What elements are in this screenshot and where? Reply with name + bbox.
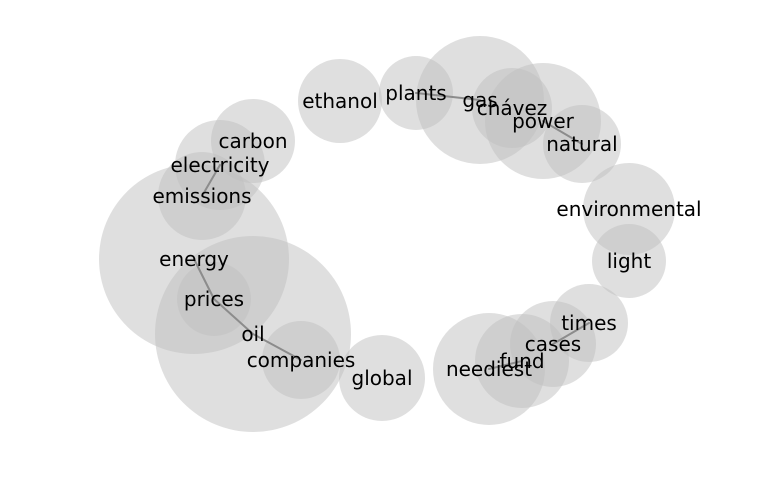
link-cases-times xyxy=(552,322,590,345)
link-prices-oil xyxy=(213,298,254,335)
label-ethanol: ethanol xyxy=(302,89,378,113)
label-power: power xyxy=(512,109,575,133)
link-energy-prices xyxy=(193,258,215,300)
label-environmental: environmental xyxy=(556,197,701,221)
label-light: light xyxy=(607,249,651,273)
label-plants: plants xyxy=(385,81,446,105)
bubble-environmental xyxy=(583,163,675,255)
label-fund: fund xyxy=(499,349,544,373)
label-carbon: carbon xyxy=(218,129,287,153)
links-layer xyxy=(193,92,590,370)
label-gas: gas xyxy=(462,88,497,112)
label-global: global xyxy=(352,366,413,390)
link-oil-companies xyxy=(252,333,302,361)
link-fund-neediest xyxy=(488,360,523,370)
label-energy: energy xyxy=(159,247,229,271)
label-prices: prices xyxy=(184,287,244,311)
link-electricity-emissions xyxy=(201,164,221,197)
bubble-carbon xyxy=(211,99,295,183)
bubble-global xyxy=(339,335,425,421)
bubble-light xyxy=(592,224,666,298)
label-natural: natural xyxy=(546,132,617,156)
label-electricity: electricity xyxy=(170,153,269,177)
label-neediest: neediest xyxy=(446,357,532,381)
label-oil: oil xyxy=(241,322,264,346)
label-times: times xyxy=(561,311,617,335)
bubble-ethanol xyxy=(298,59,382,143)
label-emissions: emissions xyxy=(152,184,251,208)
link-power-natural xyxy=(542,120,583,145)
link-plants-gas xyxy=(415,92,481,101)
label-companies: companies xyxy=(247,348,356,372)
label-chavez: chávez xyxy=(477,96,548,120)
label-cases: cases xyxy=(525,332,581,356)
